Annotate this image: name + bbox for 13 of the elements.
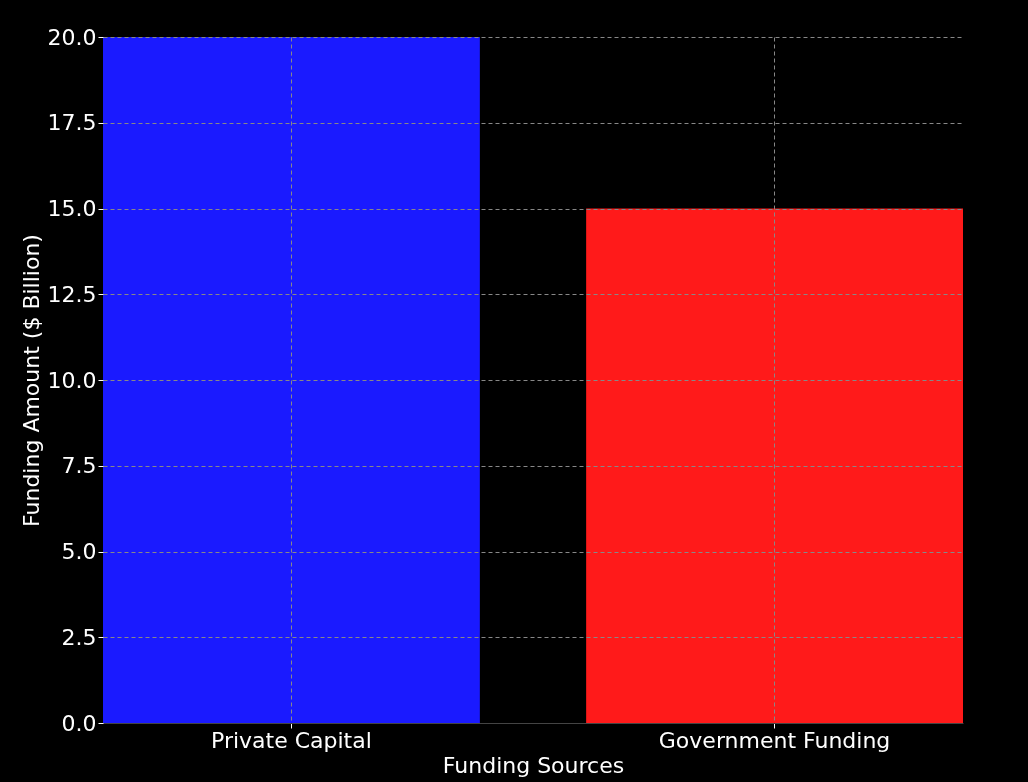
- y-tick-label: 2.5: [61, 624, 97, 650]
- y-tick-label: 0.0: [61, 710, 97, 736]
- x-axis-title: Funding Sources: [442, 752, 625, 778]
- y-tick-label: 15.0: [47, 196, 97, 221]
- y-tick-label: 10.0: [47, 367, 97, 393]
- y-axis-title: Funding Amount ($ Billion): [18, 234, 44, 527]
- x-tick-label: Government Funding: [658, 727, 891, 753]
- y-tick-label: 17.5: [47, 110, 97, 136]
- y-tick-label: 12.5: [47, 281, 97, 307]
- y-tick-label: 20.0: [47, 24, 97, 50]
- y-tick-label: 7.5: [61, 453, 97, 479]
- x-tick-label: Private Capital: [211, 727, 372, 753]
- y-tick-label: 5.0: [61, 539, 97, 564]
